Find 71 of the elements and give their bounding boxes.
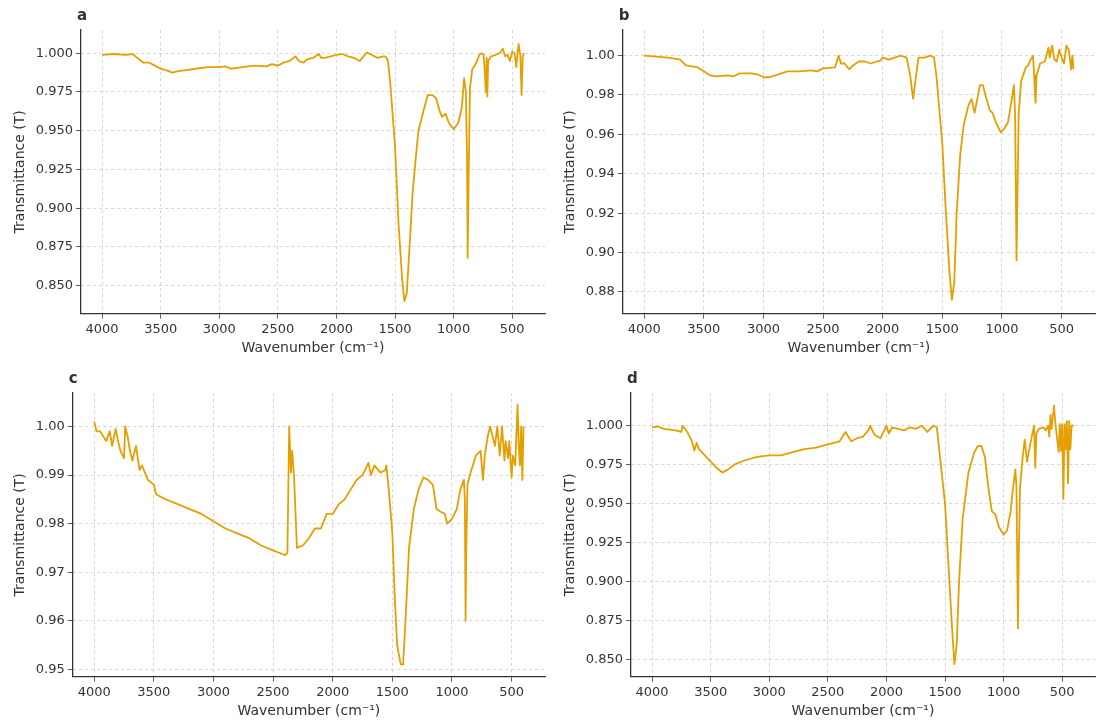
x-tick-label: 1000 [435, 683, 469, 699]
x-tick-label: 1500 [925, 320, 959, 336]
y-tick-label: 0.94 [585, 165, 615, 181]
x-tick-label: 2500 [806, 320, 840, 336]
y-axis-title: Transmittance (T) [11, 110, 28, 235]
chart-title: d [627, 369, 638, 388]
x-tick-label: 4000 [85, 320, 119, 336]
y-tick-label: 0.850 [585, 650, 624, 666]
x-tick-label: 1000 [985, 320, 1019, 336]
y-tick-label: 0.96 [35, 612, 65, 628]
x-tick-label: 3500 [144, 320, 178, 336]
y-tick-label: 0.925 [585, 533, 624, 549]
y-tick-label: 0.99 [35, 466, 65, 482]
x-tick-label: 4000 [627, 320, 661, 336]
x-tick-label: 3500 [137, 683, 171, 699]
x-tick-label: 4000 [635, 683, 669, 699]
x-tick-label: 1500 [378, 320, 412, 336]
y-tick-label: 0.88 [585, 283, 615, 299]
x-tick-label: 500 [1049, 683, 1075, 699]
y-tick-label: 0.950 [35, 122, 74, 138]
y-tick-label: 0.98 [585, 86, 615, 102]
x-tick-label: 2500 [261, 320, 295, 336]
y-axis-title: Transmittance (T) [561, 110, 578, 235]
x-tick-label: 2000 [319, 320, 353, 336]
y-tick-label: 1.000 [35, 44, 74, 60]
chart-title: b [618, 6, 630, 25]
y-tick-label: 0.97 [35, 563, 65, 579]
x-axis-title: Wavenumber (cm⁻¹) [237, 702, 381, 719]
y-tick-label: 0.875 [35, 238, 74, 254]
x-tick-label: 1500 [928, 683, 962, 699]
x-tick-label: 2000 [316, 683, 350, 699]
y-tick-label: 0.90 [585, 243, 615, 259]
y-tick-label: 0.875 [585, 611, 624, 627]
y-tick-label: 0.96 [585, 125, 615, 141]
y-tick-label: 0.95 [35, 660, 65, 676]
y-tick-label: 1.00 [35, 417, 65, 433]
y-tick-label: 1.00 [585, 46, 615, 62]
x-axis-title: Wavenumber (cm⁻¹) [241, 339, 385, 356]
x-tick-label: 500 [499, 320, 525, 336]
x-tick-label: 3500 [694, 683, 728, 699]
x-tick-label: 3000 [746, 320, 781, 336]
y-tick-label: 0.98 [35, 515, 65, 531]
y-axis-title: Transmittance (T) [561, 473, 578, 598]
x-tick-label: 1500 [375, 683, 409, 699]
x-tick-label: 2000 [869, 683, 903, 699]
x-axis-title: Wavenumber (cm⁻¹) [791, 702, 935, 719]
x-tick-label: 2000 [866, 320, 900, 336]
y-tick-label: 0.975 [35, 83, 74, 99]
y-tick-label: 0.950 [585, 495, 624, 511]
y-tick-label: 0.900 [35, 199, 74, 215]
x-tick-label: 3500 [687, 320, 721, 336]
chart-title: a [77, 6, 88, 25]
x-axis-title: Wavenumber (cm⁻¹) [787, 339, 931, 356]
y-tick-label: 0.850 [35, 277, 74, 293]
x-tick-label: 500 [1049, 320, 1075, 336]
x-tick-label: 1000 [437, 320, 471, 336]
x-tick-label: 4000 [77, 683, 111, 699]
y-tick-label: 0.925 [35, 160, 74, 176]
chart-title: c [68, 369, 78, 388]
y-tick-label: 0.900 [585, 572, 624, 588]
x-tick-label: 3000 [196, 683, 231, 699]
x-tick-label: 500 [499, 683, 525, 699]
x-tick-label: 2500 [811, 683, 845, 699]
x-tick-label: 3000 [752, 683, 786, 699]
x-tick-label: 1000 [987, 683, 1021, 699]
x-tick-label: 2500 [256, 683, 290, 699]
y-tick-label: 0.92 [585, 204, 615, 220]
x-tick-label: 3000 [202, 320, 236, 336]
y-axis-title: Transmittance (T) [11, 473, 28, 598]
y-tick-label: 1.000 [585, 417, 624, 433]
y-tick-label: 0.975 [585, 456, 624, 472]
